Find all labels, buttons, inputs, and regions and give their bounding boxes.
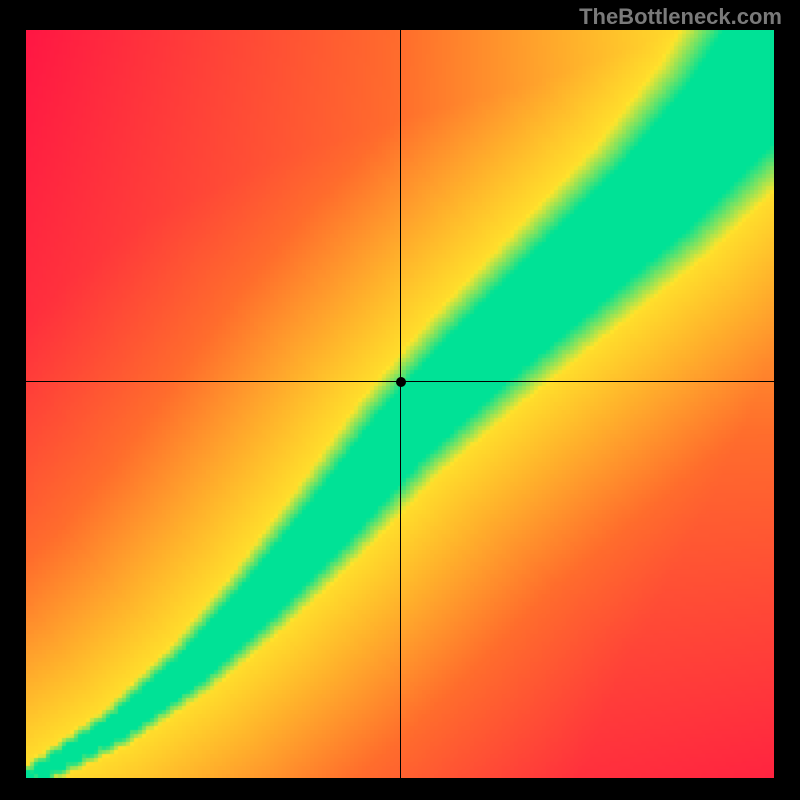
crosshair-vertical — [400, 30, 401, 778]
attribution-label: TheBottleneck.com — [579, 4, 782, 30]
chart-container: TheBottleneck.com — [0, 0, 800, 800]
crosshair-marker — [396, 377, 406, 387]
